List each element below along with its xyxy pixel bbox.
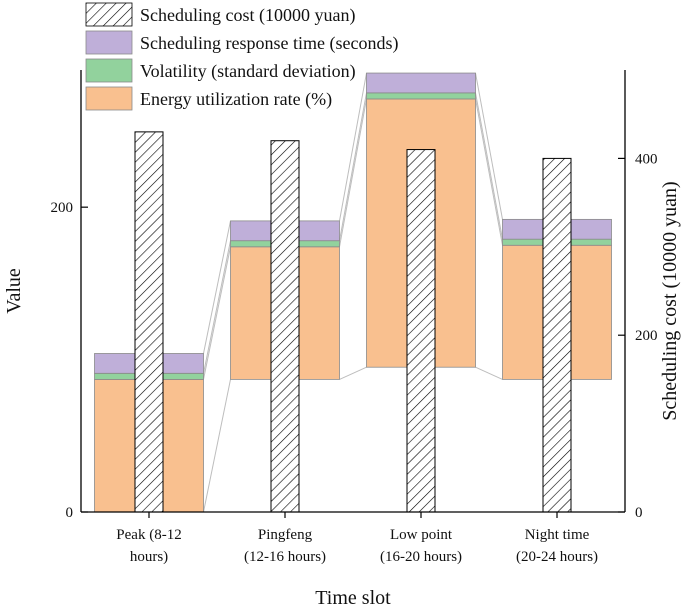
connector-response-bottom-2 [475, 92, 503, 240]
bars-group [94, 72, 612, 513]
cost-bars-group [134, 131, 572, 513]
connector-energy-top-0 [203, 246, 231, 380]
legend-label-cost: Scheduling cost (10000 yuan) [140, 5, 355, 26]
legend-swatch-response [85, 30, 133, 55]
legend-label-response: Scheduling response time (seconds) [140, 33, 398, 54]
connector-response-top-0 [203, 220, 231, 354]
x-tick-label-line: (20-24 hours) [516, 549, 598, 565]
connector-response-top-1 [339, 72, 367, 221]
connector-energy-bottom-1 [339, 366, 367, 380]
x-tick-label-0: Peak (8-12 hours) [116, 527, 181, 565]
connector-lines [203, 72, 503, 513]
connector-response-bottom-1 [339, 92, 367, 241]
y2-tick-label: 400 [635, 151, 658, 167]
axes-group: 0 200 0 200 400 Peak (8-12 hours) Pingfeng (12-1… [51, 70, 658, 565]
connector-response-bottom-0 [203, 240, 231, 374]
legend-swatch-cost [85, 2, 133, 27]
bar-response-2 [366, 72, 476, 94]
x-tick-label-line: Peak (8-12 [116, 527, 181, 543]
x-tick-label-2: Low point (16-20 hours) [380, 527, 462, 565]
x-tick-label-line: Low point [390, 527, 453, 543]
legend-swatch-energy [85, 86, 133, 111]
connector-energy-bottom-2 [475, 366, 503, 380]
y2-tick-label: 200 [635, 328, 658, 344]
legend-label-energy: Energy utilization rate (%) [140, 89, 332, 110]
x-tick-label-line: (16-20 hours) [380, 549, 462, 565]
x-axis-title: Time slot [315, 587, 391, 609]
bar-cost-0 [134, 131, 164, 513]
x-tick-label-line: hours) [130, 549, 168, 565]
y-axis-title: Value [3, 268, 25, 314]
bar-cost-3 [542, 157, 572, 513]
y2-axis-title: Scheduling cost (10000 yuan) [659, 181, 681, 420]
y-tick-label: 200 [51, 200, 74, 216]
legend-swatch-volatility [85, 58, 133, 83]
bar-volatility-2 [366, 92, 476, 100]
x-tick-label-line: (12-16 hours) [244, 549, 326, 565]
y2-tick-label: 0 [635, 505, 643, 521]
connector-energy-top-2 [475, 98, 503, 246]
x-tick-label-1: Pingfeng (12-16 hours) [244, 527, 326, 565]
bar-cost-2 [406, 149, 436, 513]
y-tick-label: 0 [66, 505, 74, 521]
connector-energy-top-1 [339, 98, 367, 247]
connector-energy-bottom-0 [203, 379, 231, 513]
legend: Scheduling cost (10000 yuan) Scheduling r… [85, 2, 398, 111]
x-tick-label-line: Pingfeng [258, 527, 313, 543]
legend-label-volatility: Volatility (standard deviation) [140, 61, 356, 82]
x-tick-label-line: Night time [525, 527, 590, 543]
x-tick-label-3: Night time (20-24 hours) [516, 527, 598, 565]
bar-cost-1 [270, 140, 300, 513]
connector-response-top-2 [475, 72, 503, 220]
